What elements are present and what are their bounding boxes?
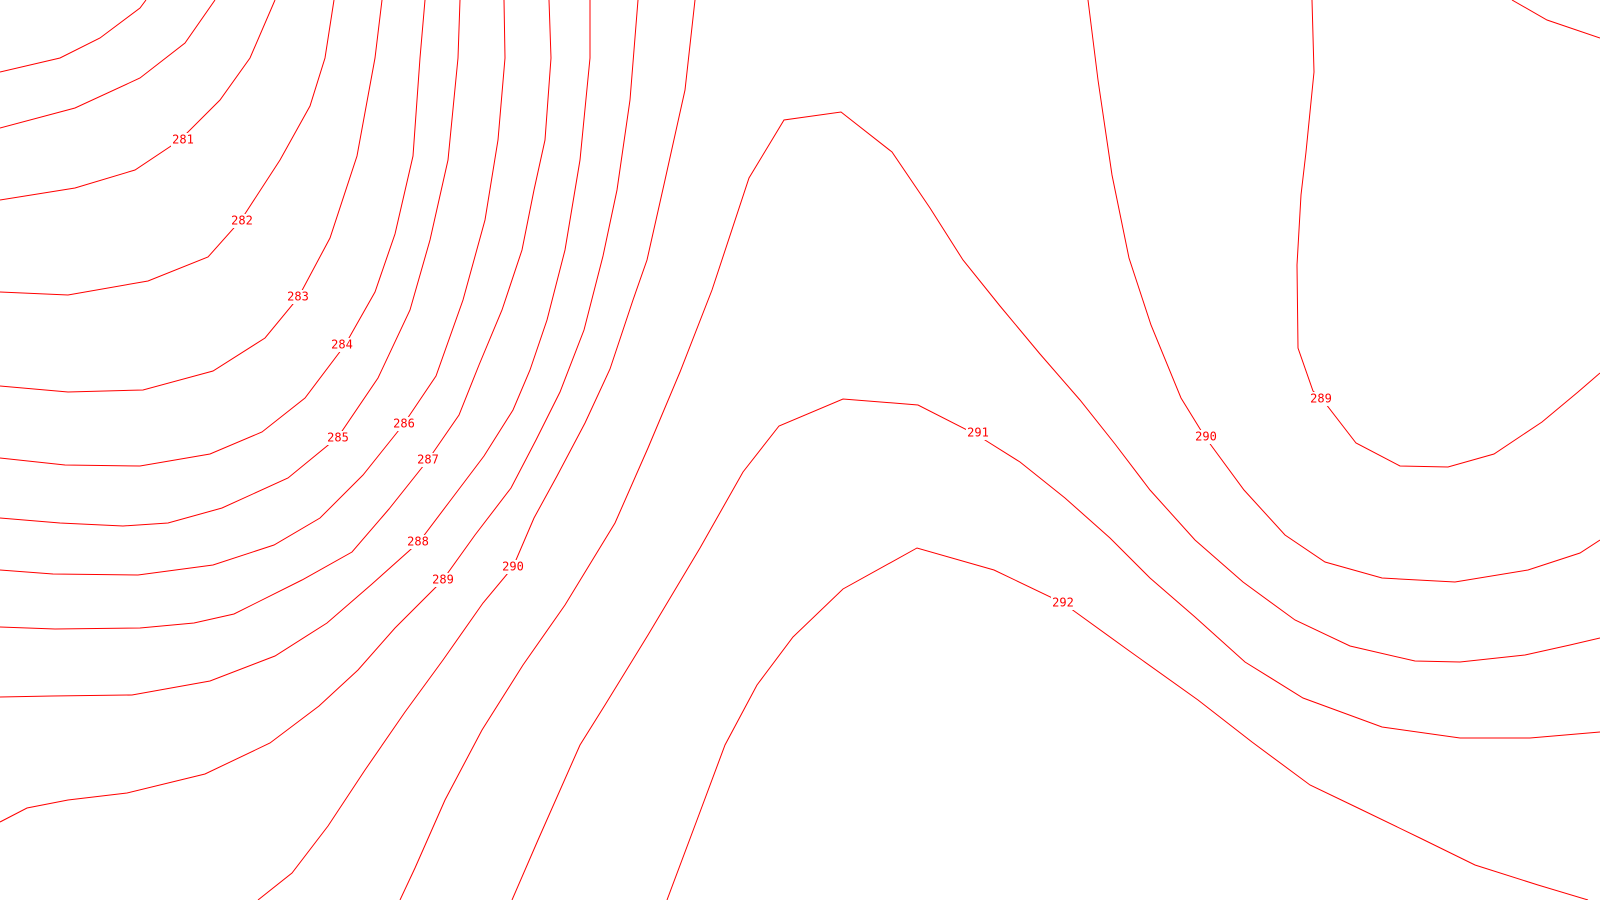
contour-label-background [1309,392,1333,406]
contour-label: 289 [1310,392,1332,406]
contour-group: 290 [257,0,696,900]
contour-group: 289 [0,0,639,823]
contour-group: 281 [0,0,276,201]
contour-label-background [1051,596,1075,610]
contour-label: 285 [327,431,349,445]
contour-line [0,0,147,73]
contour-line [0,0,383,393]
contour-label: 290 [502,560,524,574]
contour-label: 284 [331,338,353,352]
contour-group: 284 [0,0,426,467]
contour-line [1511,0,1600,39]
contour-group [399,111,1600,900]
contour-line [257,0,696,900]
contour-label: 291 [967,426,989,440]
contour-label-background [286,290,310,304]
contour-line [0,0,426,467]
contour-label: 289 [432,573,454,587]
contour-line [399,111,1600,900]
contour-label-background [966,426,990,440]
contour-group: 288 [0,0,591,698]
contour-label-background [416,453,440,467]
contour-line [1296,0,1600,468]
contour-group: 287 [0,0,552,630]
contour-label-background [326,431,350,445]
contour-group [0,0,147,73]
contour-group: 283 [0,0,383,393]
contour-label-background [1194,430,1218,444]
contour-label: 288 [407,535,429,549]
contour-line [0,0,216,129]
contour-line [0,0,276,201]
contour-label-background [330,338,354,352]
contour-label: 292 [1052,596,1074,610]
contour-label: 281 [172,133,194,147]
contour-label-background [431,573,455,587]
contour-label: 290 [1195,430,1217,444]
contour-label-background [501,560,525,574]
contour-group: 282 [0,0,335,296]
contour-group: 292 [666,547,1589,900]
contour-label-background [392,417,416,431]
contour-line [0,0,552,630]
contour-line [0,0,591,698]
contour-line [0,0,461,527]
contour-line [0,0,506,576]
contour-group [1511,0,1600,39]
contour-label: 282 [231,214,253,228]
contour-line [666,547,1589,900]
contour-group: 291 [511,398,1600,900]
contour-label: 283 [287,290,309,304]
contour-label: 286 [393,417,415,431]
contour-label-background [230,214,254,228]
contour-line [511,398,1600,900]
contour-line [1087,0,1600,583]
contour-label-background [406,535,430,549]
contour-line [0,0,335,296]
contour-group: 290 [1087,0,1600,583]
contour-group: 286 [0,0,506,576]
contour-group: 289 [1296,0,1600,468]
contour-label: 287 [417,453,439,467]
contour-line [0,0,639,823]
contour-group: 285 [0,0,461,527]
contour-label-background [171,133,195,147]
contour-group [0,0,216,129]
